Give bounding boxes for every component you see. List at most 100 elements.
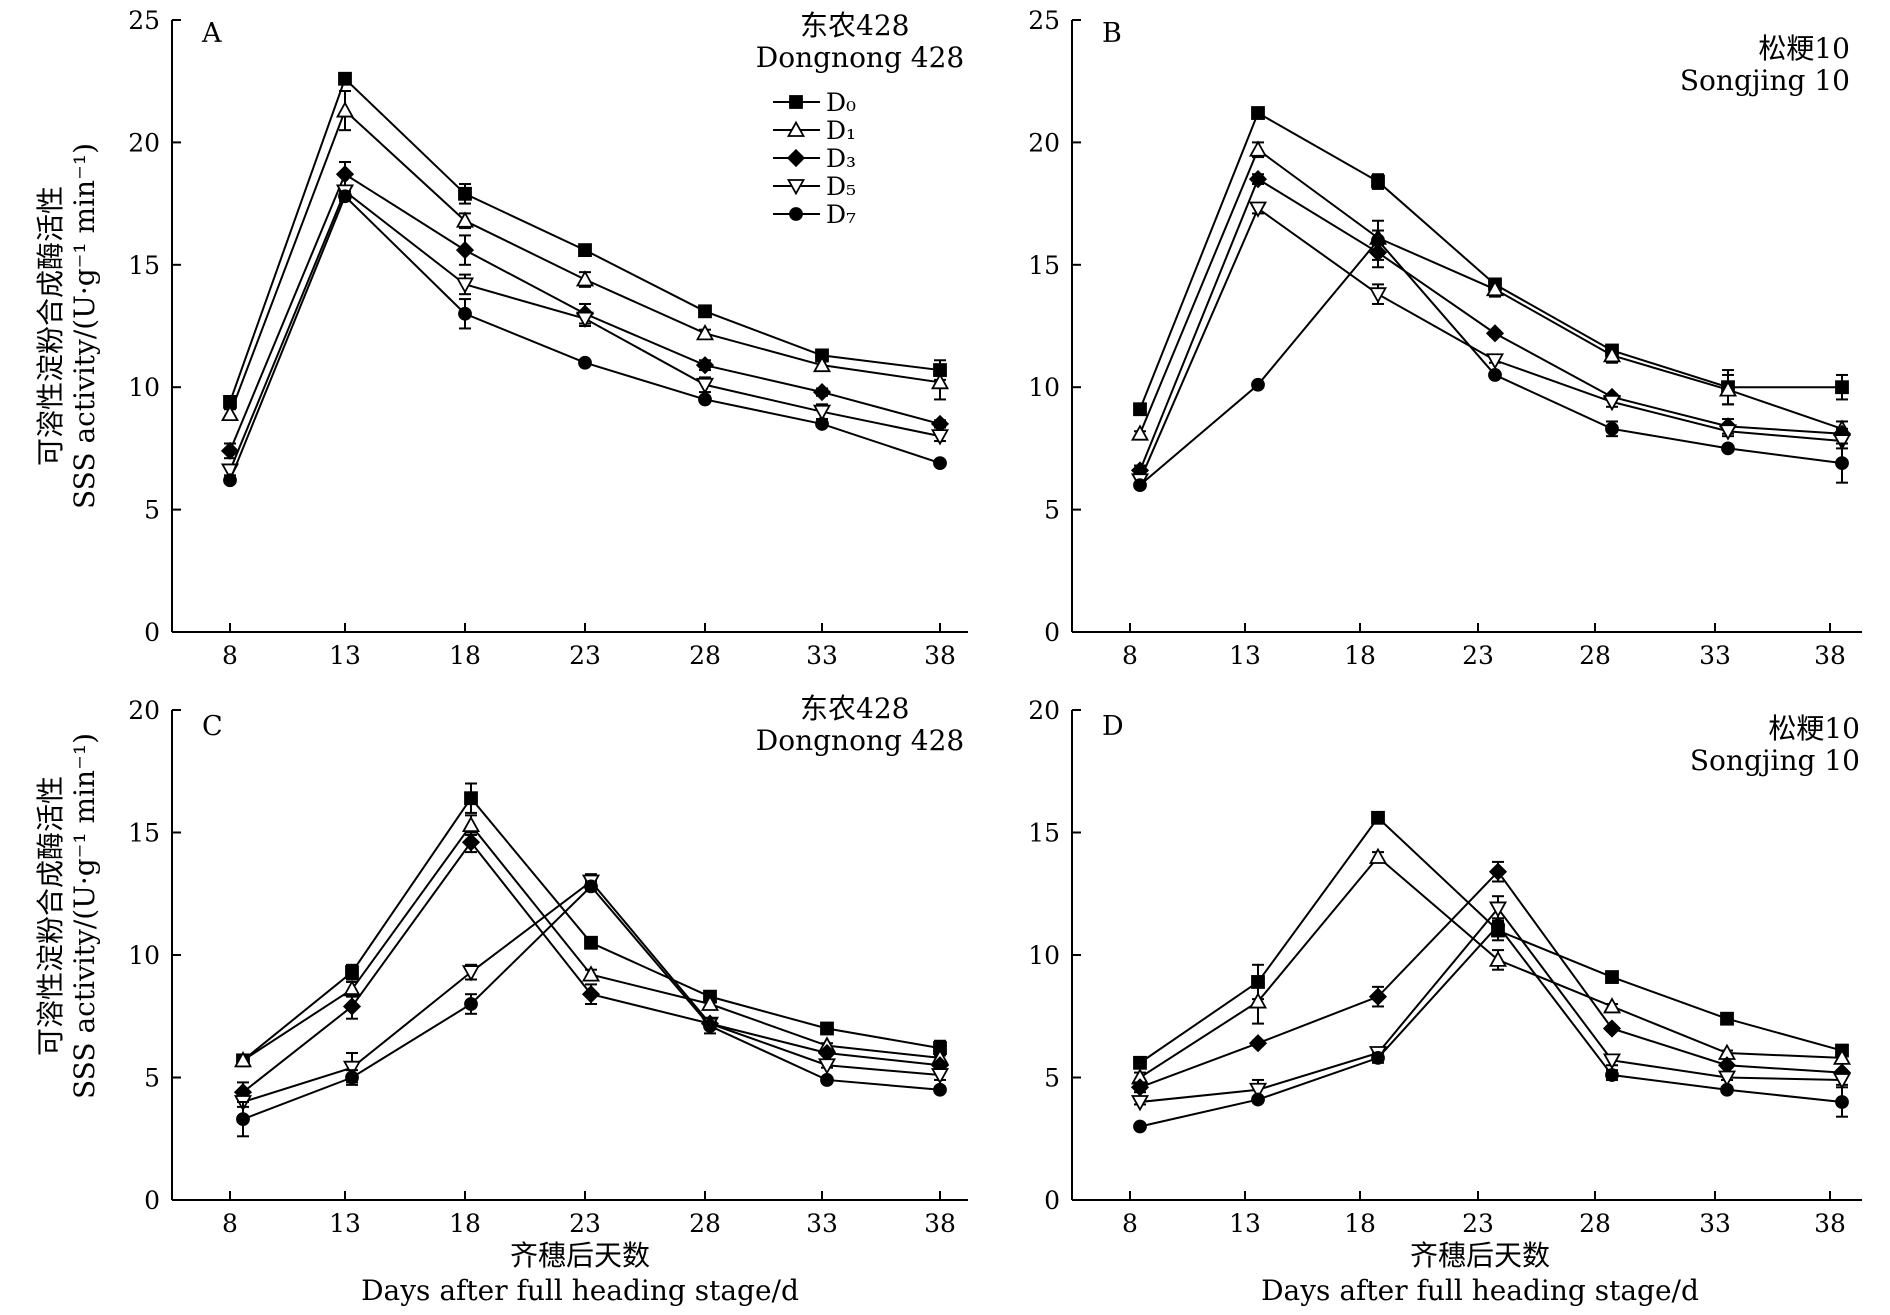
data-point: [1488, 901, 1508, 918]
y-tick-label: 0: [1044, 618, 1060, 647]
series-b-1: [1130, 140, 1852, 441]
y-tick-label: 25: [1028, 6, 1060, 35]
data-point: [233, 1050, 253, 1068]
x-tick-label: 38: [924, 641, 956, 670]
x-tick-label: 23: [569, 1209, 601, 1238]
data-point: [1491, 918, 1505, 933]
data-point: [1133, 402, 1147, 417]
panel-letter: C: [202, 711, 223, 742]
data-point: [1368, 847, 1388, 864]
x-tick-label: 28: [1579, 641, 1611, 670]
x-tick-label: 23: [1462, 1209, 1494, 1238]
data-point: [455, 211, 475, 228]
data-point: [695, 377, 715, 395]
data-point: [1835, 456, 1849, 470]
y-tick-label: 15: [128, 819, 160, 848]
series-d-0: [1133, 810, 1849, 1070]
data-point: [1835, 380, 1849, 395]
x-tick-label: 38: [1814, 1209, 1846, 1238]
x-tick-label: 23: [569, 641, 601, 670]
data-point: [1485, 353, 1505, 370]
x-axis-title-en: Days after full heading stage/d: [361, 1274, 799, 1307]
y-tick-label: 25: [128, 6, 160, 35]
data-point: [1371, 174, 1385, 189]
data-point: [1718, 380, 1738, 397]
data-point: [1248, 992, 1268, 1009]
legend-marker: [786, 148, 806, 168]
data-point: [342, 997, 362, 1016]
data-point: [933, 456, 947, 470]
series-d-1: [1130, 847, 1852, 1085]
data-point: [1248, 201, 1268, 218]
x-tick-label: 8: [222, 1209, 238, 1238]
cultivar-name-en: Dongnong 428: [756, 41, 964, 74]
cultivar-name-en: Songjing 10: [1680, 64, 1850, 97]
y-tick-label: 5: [1044, 496, 1060, 525]
panel-c-axes: [171, 709, 968, 1201]
data-point: [930, 1068, 950, 1085]
data-point: [1133, 1119, 1147, 1134]
data-point: [335, 101, 355, 118]
data-point: [1602, 394, 1622, 412]
x-tick-label: 18: [1344, 1209, 1376, 1238]
data-point: [1368, 987, 1388, 1006]
data-point: [1602, 346, 1622, 363]
data-point: [584, 935, 598, 950]
data-point: [1602, 997, 1622, 1014]
y-tick-label: 15: [1028, 251, 1060, 280]
x-axis-title-cn: 齐穗后天数: [1410, 1239, 1550, 1272]
x-tick-label: 23: [1462, 641, 1494, 670]
legend-item: D₇: [773, 200, 856, 229]
legend-label: D₇: [826, 200, 856, 229]
data-point: [698, 392, 712, 407]
x-tick-label: 38: [924, 1209, 956, 1238]
x-tick-label: 18: [1344, 641, 1376, 670]
data-point: [458, 186, 472, 201]
data-point: [581, 985, 601, 1004]
y-tick-label: 5: [144, 1064, 160, 1093]
data-point: [1371, 810, 1385, 825]
data-point: [1251, 1092, 1265, 1107]
x-tick-label: 28: [1579, 1209, 1611, 1238]
series-line: [1139, 111, 1842, 410]
series-line: [242, 796, 941, 1062]
data-point: [820, 1073, 834, 1087]
legend-item: D₁: [773, 116, 856, 145]
data-point: [1251, 377, 1265, 392]
data-point: [1371, 1051, 1385, 1065]
x-axis-title-cn: 齐穗后天数: [510, 1239, 650, 1272]
data-point: [1371, 233, 1385, 248]
data-point: [815, 417, 829, 431]
data-point: [338, 71, 352, 86]
series-d-2: [1130, 860, 1852, 1097]
legend-label: D₅: [826, 172, 856, 201]
data-point: [584, 879, 598, 894]
cultivar-name-cn: 东农428: [800, 692, 909, 725]
data-point: [930, 429, 950, 446]
x-tick-label: 13: [329, 1209, 361, 1238]
x-tick-label: 8: [1122, 1209, 1138, 1238]
data-point: [1720, 1011, 1734, 1026]
y-tick-label: 0: [144, 1186, 160, 1215]
y-tick-label: 10: [1028, 941, 1060, 970]
data-point: [575, 270, 595, 287]
legend-marker: [789, 207, 803, 221]
data-point: [455, 277, 475, 294]
data-point: [335, 165, 355, 184]
legend-label: D₀: [826, 88, 856, 117]
panel-letter: B: [1102, 18, 1122, 49]
x-tick-label: 33: [806, 641, 838, 670]
data-point: [455, 241, 475, 260]
y-tick-label: 5: [144, 496, 160, 525]
cultivar-name-en: Dongnong 428: [756, 724, 964, 757]
data-point: [338, 189, 352, 204]
data-point: [220, 404, 240, 422]
cultivar-name-cn: 松粳10: [1758, 32, 1850, 65]
x-tick-label: 18: [449, 1209, 481, 1238]
data-point: [817, 1058, 837, 1075]
data-point: [703, 1019, 717, 1033]
series-a-0: [223, 71, 947, 409]
y-tick-label: 0: [144, 618, 160, 647]
data-point: [345, 965, 359, 980]
data-point: [1133, 1055, 1147, 1070]
